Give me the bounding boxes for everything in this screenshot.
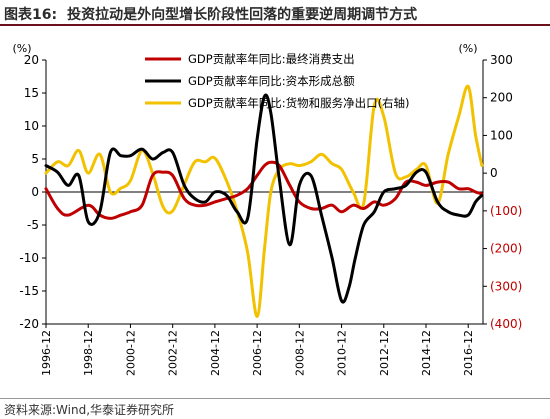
legend-label-3: GDP贡献率年同比:货物和服务净出口(右轴) — [188, 96, 410, 110]
series-line-3 — [44, 84, 484, 319]
right-axis-tick-label: 0 — [490, 166, 498, 180]
left-axis-tick-label: 20 — [24, 53, 39, 67]
series-layer — [44, 84, 484, 319]
source-note: 资料来源:Wind,华泰证券研究所 — [0, 398, 550, 419]
figure-title-text: 投资拉动是外向型增长阶段性回落的重要逆周期调节方式 — [67, 7, 418, 23]
right-y-axis: (%) 300 200 100 0 (100) (200) (300) (400) — [458, 42, 522, 331]
figure-title: 图表16: 投资拉动是外向型增长阶段性回落的重要逆周期调节方式 — [0, 0, 550, 26]
x-axis-tick-label: 2010-12 — [336, 330, 349, 376]
right-axis-tick-label: (400) — [490, 317, 522, 331]
left-axis-tick-label: 0 — [31, 185, 39, 199]
series-line-2 — [44, 93, 484, 304]
left-axis-tick-label: -5 — [27, 218, 39, 232]
x-axis-tick-label: 2012-12 — [378, 330, 391, 376]
left-axis-tick-label: 5 — [31, 152, 39, 166]
left-axis-tick-label: 10 — [24, 119, 39, 133]
x-axis-tick-label: 2004-12 — [209, 330, 222, 376]
x-axis-tick-label: 2016-12 — [462, 330, 475, 376]
left-axis-tick-label: -20 — [19, 317, 39, 331]
x-axis: 1996-12 1998-12 2000-12 2002-12 2004-12 2006-… — [40, 324, 475, 376]
legend: GDP贡献率年同比:最终消费支出 GDP贡献率年同比:资本形成总额 GDP贡献率年同… — [145, 52, 410, 110]
right-axis-tick-label: 300 — [490, 53, 513, 67]
x-axis-tick-label: 2008-12 — [293, 330, 306, 376]
x-axis-tick-label: 2000-12 — [124, 330, 137, 376]
left-axis-tick-label: -10 — [19, 251, 39, 265]
right-axis-unit-label: (%) — [458, 42, 477, 55]
x-axis-tick-label: 1998-12 — [82, 330, 95, 376]
left-y-axis: (%)20 15 10 5 0 -5 -10 -15 -20 — [12, 42, 46, 331]
series-line-1 — [44, 160, 484, 220]
right-axis-tick-label: 200 — [490, 91, 513, 105]
right-axis-tick-label: 100 — [490, 128, 513, 142]
left-axis-tick-label: -15 — [19, 284, 39, 298]
right-axis-tick-label: (200) — [490, 242, 522, 256]
legend-label-1: GDP贡献率年同比:最终消费支出 — [188, 52, 355, 66]
legend-label-2: GDP贡献率年同比:资本形成总额 — [188, 74, 355, 88]
right-axis-tick-label: (100) — [490, 204, 522, 218]
left-axis-tick-label: 15 — [24, 86, 39, 100]
x-axis-tick-label: 2002-12 — [167, 330, 180, 376]
left-axis-unit-label: (%) — [12, 42, 31, 55]
x-axis-tick-label: 2006-12 — [251, 330, 264, 376]
x-axis-tick-label: 1996-12 — [40, 330, 53, 376]
figure-number: 图表16: — [4, 7, 58, 23]
x-axis-tick-label: 2014-12 — [420, 330, 433, 376]
right-axis-tick-label: (300) — [490, 279, 522, 293]
